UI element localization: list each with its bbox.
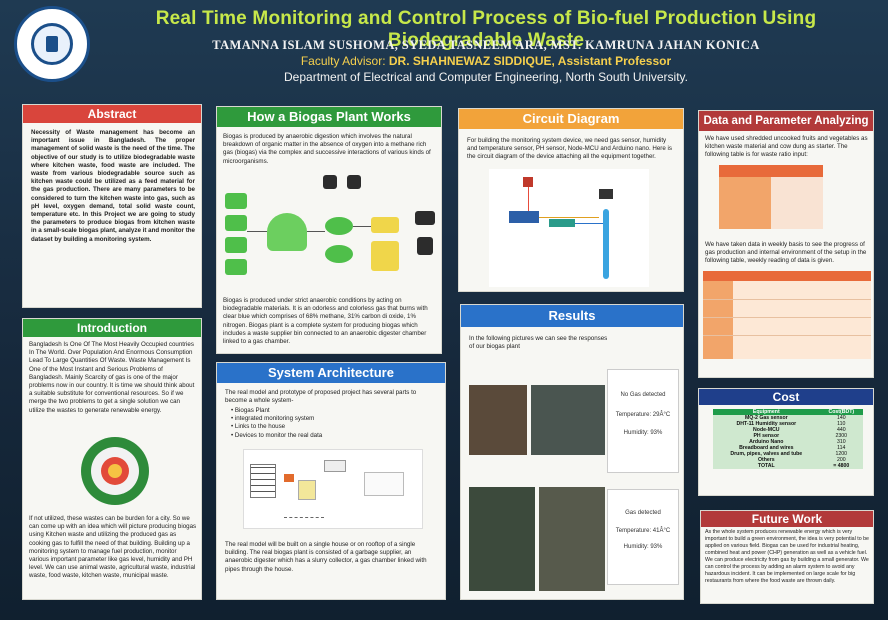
system-title: System Architecture xyxy=(217,363,445,383)
cost-row: MQ-2 Gas sensor 140 xyxy=(744,415,846,421)
circuit-diagram xyxy=(489,169,649,287)
ph-probe-icon xyxy=(603,209,609,279)
biogas-node xyxy=(325,217,353,235)
circuit-text: For building the monitoring system devic… xyxy=(467,137,672,161)
advisor-name: DR. SHAHNEWAZ SIDDIQUE, Assistant Profes… xyxy=(388,54,672,68)
biogas-setup-photo-1 xyxy=(469,385,527,455)
faculty-advisor: Faculty Advisor: DR. SHAHNEWAZ SIDDIQUE,… xyxy=(96,54,876,68)
analysis-panel: Data and Parameter Analyzing We have use… xyxy=(698,110,874,378)
analysis-text-1: We have used shredded uncooked fruits an… xyxy=(705,135,868,159)
abstract-panel: Abstract Necessity of Waste management h… xyxy=(22,104,202,308)
cost-row: Drum, pipes, valves and tube 1200 xyxy=(730,451,848,457)
biogas-setup-photo-2 xyxy=(531,385,605,455)
abstract-text: Necessity of Waste management has become… xyxy=(31,129,195,243)
humidity-reading: Humidity: 93% xyxy=(623,544,663,550)
cost-row: Breadboard and wires 114 xyxy=(739,445,846,451)
node-mcu-icon xyxy=(509,211,539,223)
cost-table: Equipment Cost(BDT) MQ-2 Gas sensor 140 D… xyxy=(713,409,863,469)
gas-sensor-icon xyxy=(523,177,533,187)
cost-total-row: TOTAL = 4800 xyxy=(757,463,850,469)
gas-status: Gas detected xyxy=(625,510,661,516)
cost-row: DHT-11 Humidity sensor 110 xyxy=(736,421,846,427)
biogas-text-2: Biogas is produced under strict anaerobi… xyxy=(223,297,428,346)
ph-module-icon xyxy=(599,189,613,199)
sensor-reading-no-gas: No Gas detected Temperature: 29Â°C Humid… xyxy=(607,369,679,473)
analysis-title: Data and Parameter Analyzing xyxy=(699,111,873,131)
circuit-title: Circuit Diagram xyxy=(459,109,683,129)
introduction-text-2: If not utilized, these wastes can be bur… xyxy=(29,515,197,580)
architecture-diagram xyxy=(243,449,423,529)
introduction-text-1: Bangladesh Is One Of The Most Heavily Oc… xyxy=(29,341,195,414)
fertilizer-node xyxy=(371,241,399,271)
gas-status: No Gas detected xyxy=(620,392,666,398)
department: Department of Electrical and Computer En… xyxy=(284,70,688,84)
authors: TAMANNA ISLAM SUSHOMA, SYEDA TASNEEM ARA… xyxy=(212,38,760,52)
vehicle-icon xyxy=(415,211,435,225)
advisor-label: Faculty Advisor: xyxy=(300,54,386,68)
house-icon xyxy=(250,464,276,498)
cost-header-equipment: Equipment xyxy=(752,409,780,415)
future-work-text: As the whole system produces renewable e… xyxy=(705,529,870,584)
system-item: • Links to the house xyxy=(231,423,286,431)
biomethane-node xyxy=(371,217,399,233)
heat-icon xyxy=(323,175,337,189)
biogas-flow-diagram xyxy=(223,171,437,293)
cost-row: Node-MCU 440 xyxy=(753,427,846,433)
cost-header-cost: Cost(BDT) xyxy=(828,409,855,415)
gas-chamber xyxy=(324,460,346,472)
results-panel: Results In the following pictures we can… xyxy=(460,304,684,600)
gas-flame-icon xyxy=(417,237,433,255)
humidity-reading: Humidity: 93% xyxy=(623,430,663,436)
sensor-box xyxy=(284,474,294,482)
system-panel: System Architecture The real model and p… xyxy=(216,362,446,600)
future-work-panel: Future Work As the whole system produces… xyxy=(700,510,874,604)
system-item: • Biogas Plant xyxy=(231,407,270,414)
biogas-panel: How a Biogas Plant Works Biogas is produ… xyxy=(216,106,442,354)
biogas-title: How a Biogas Plant Works xyxy=(217,107,441,127)
cost-row: Others 200 xyxy=(757,457,846,463)
digestate-node xyxy=(325,245,353,263)
arduino-nano-icon xyxy=(549,219,575,227)
system-intro: The real model and prototype of proposed… xyxy=(225,389,417,405)
future-work-title: Future Work xyxy=(701,511,873,527)
sensor-reading-gas: Gas detected Temperature: 41Â°C Humidity… xyxy=(607,489,679,585)
weekly-data-table xyxy=(703,271,871,359)
analysis-text-2: We have taken data in weekly basis to se… xyxy=(705,241,867,265)
monitor-device xyxy=(364,472,404,496)
results-title: Results xyxy=(461,305,683,327)
cost-title: Cost xyxy=(699,389,873,405)
circuit-panel: Circuit Diagram For building the monitor… xyxy=(458,108,684,292)
system-text-2: The real model will be built on a single… xyxy=(225,541,427,573)
digester-icon xyxy=(267,213,307,251)
system-item: • Devices to monitor the real data xyxy=(231,431,323,439)
biogas-setup-photo-4 xyxy=(539,487,605,591)
food-waste-icon xyxy=(225,259,247,275)
biogas-setup-photo-3 xyxy=(469,487,535,591)
temperature-reading: Temperature: 29Â°C xyxy=(615,412,671,418)
introduction-title: Introduction xyxy=(23,319,201,337)
results-text: In the following pictures we can see the… xyxy=(469,335,608,351)
cost-panel: Cost Equipment Cost(BDT) MQ-2 Gas sensor… xyxy=(698,388,874,496)
waste-ratio-table xyxy=(719,165,823,229)
poster-title: Real Time Monitoring and Control Process… xyxy=(155,8,817,51)
introduction-panel: Introduction Bangladesh Is One Of The Mo… xyxy=(22,318,202,600)
university-logo xyxy=(14,6,90,82)
pipe-line xyxy=(284,508,324,518)
system-item: • integrated monitoring system xyxy=(231,415,315,423)
waste-cycle-graphic xyxy=(81,437,149,505)
plants-icon xyxy=(225,237,247,253)
abstract-title: Abstract xyxy=(23,105,201,123)
electricity-icon xyxy=(347,175,361,189)
biogas-text-1: Biogas is produced by anaerobic digestio… xyxy=(223,133,431,165)
temperature-reading: Temperature: 41Â°C xyxy=(615,528,671,534)
cost-row: PH sensor 2300 xyxy=(753,433,848,439)
livestock-icon xyxy=(225,193,247,209)
poster-header: Real Time Monitoring and Control Process… xyxy=(0,0,888,92)
system-list: • Biogas Plant • integrated monitoring s… xyxy=(231,407,431,440)
crops-icon xyxy=(225,215,247,231)
cost-row: Arduino Nano 310 xyxy=(749,439,846,445)
digester-tank xyxy=(298,480,316,500)
